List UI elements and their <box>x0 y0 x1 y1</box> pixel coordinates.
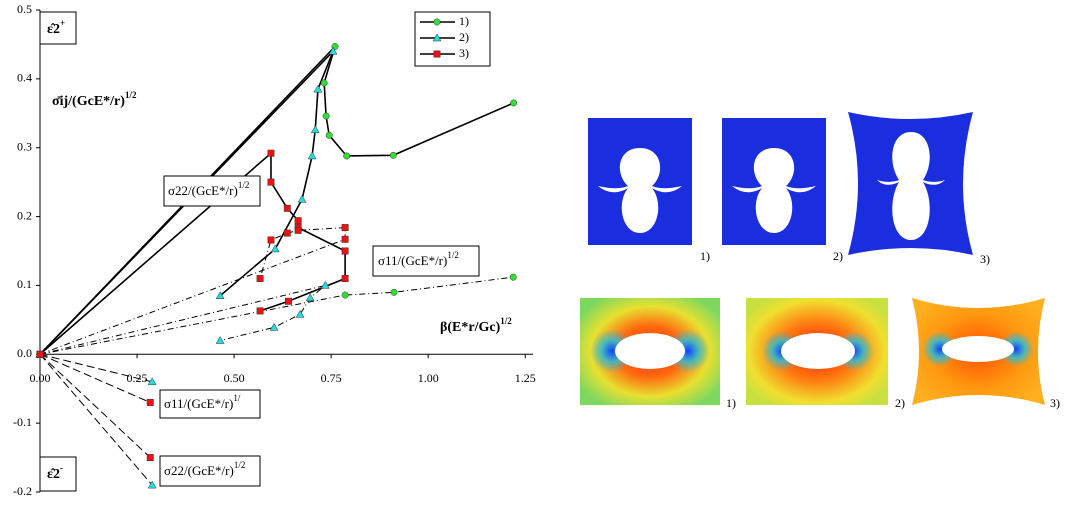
marker <box>257 275 263 281</box>
y-tick-label: 0.0 <box>17 346 32 360</box>
marker <box>391 289 397 295</box>
marker <box>268 150 274 156</box>
annotation-text: β(E*r/Gc) <box>440 320 501 335</box>
panel-label: 1) <box>726 396 736 410</box>
annotation-text: ε̂2 <box>47 467 60 482</box>
legend-box <box>415 12 490 66</box>
marker <box>510 274 516 280</box>
annotation-sup: 1/2 <box>447 250 459 260</box>
marker <box>296 310 304 317</box>
panel-label: 2) <box>833 249 843 263</box>
legend-label: 2) <box>459 30 469 44</box>
marker <box>306 294 314 301</box>
curve <box>40 354 150 457</box>
marker <box>257 308 263 314</box>
x-tick-label: 1.25 <box>515 371 536 385</box>
marker <box>342 236 348 242</box>
marker <box>342 224 348 230</box>
marker <box>342 248 348 254</box>
marker <box>295 227 301 233</box>
annotation-text: ε̂2 <box>47 22 60 37</box>
annotation-sup: 1/2 <box>238 180 250 190</box>
annotation: σ11/(GcE*/r)1/2 <box>378 250 459 268</box>
legend-label: 1) <box>459 14 469 28</box>
hole <box>942 336 1014 362</box>
curve <box>40 46 514 354</box>
hole <box>615 333 685 369</box>
annotation-sup: 1/2 <box>125 90 137 100</box>
annotation-text: σ̄ij/(GcE*/r) <box>52 94 125 109</box>
annotation-text: σ22/(GcE*/r) <box>168 183 238 198</box>
marker <box>308 152 316 159</box>
y-tick-label: 0.4 <box>17 71 32 85</box>
marker <box>434 19 440 25</box>
marker <box>510 100 516 106</box>
marker <box>37 351 43 357</box>
y-tick-label: 0.2 <box>17 208 32 222</box>
panel-label: 2) <box>895 396 905 410</box>
hole <box>781 333 855 369</box>
marker <box>311 126 319 133</box>
x-tick-label: 0.50 <box>224 371 245 385</box>
x-tick-label: 0.75 <box>321 371 342 385</box>
x-tick-label: 0.00 <box>30 371 51 385</box>
figure: 1) 2) 3) 1) 2) 3) -0.2 -0.1 0.0 0.1 0.2 0.3 0.… <box>0 0 1065 505</box>
marker <box>270 323 278 330</box>
marker <box>323 113 329 119</box>
marker <box>326 132 332 138</box>
y-tick-label: 0.3 <box>17 139 32 153</box>
curve <box>40 228 345 355</box>
y-tick-label: 0.1 <box>17 277 32 291</box>
marker <box>271 245 279 252</box>
annotation-text: σ11/(GcE*/r) <box>378 253 447 268</box>
marker <box>216 337 224 344</box>
marker <box>285 298 291 304</box>
annotation-sup: 1/ <box>233 393 241 403</box>
marker <box>343 153 349 159</box>
annotation: σ22/(GcE*/r)1/2 <box>164 460 245 478</box>
marker <box>342 292 348 298</box>
panel-label: 3) <box>980 252 990 266</box>
annotation: σ11/(GcE*/r)1/ <box>164 393 241 411</box>
marker <box>314 85 322 92</box>
marker <box>147 454 153 460</box>
annotation-text: σ11/(GcE*/r) <box>164 396 233 411</box>
bottom-images <box>580 298 1045 405</box>
marker <box>434 51 440 57</box>
annotation: β(E*r/Gc)1/2 <box>440 316 512 335</box>
marker <box>390 152 396 158</box>
marker <box>298 195 306 202</box>
curve <box>40 285 325 354</box>
marker <box>268 179 274 185</box>
y-tick-label: -0.1 <box>13 415 32 429</box>
annotation-sup: - <box>60 463 63 473</box>
x-tick-label: 1.00 <box>418 371 439 385</box>
marker <box>321 80 327 86</box>
marker <box>268 237 274 243</box>
annotation-sup: + <box>60 18 65 28</box>
marker <box>295 218 301 224</box>
curve <box>40 277 513 354</box>
curve <box>40 354 152 382</box>
annotation-text: σ22/(GcE*/r) <box>164 463 234 478</box>
annotation-sup: 1/2 <box>500 316 512 326</box>
panel-label: 3) <box>1050 396 1060 410</box>
y-tick-label: 0.5 <box>17 2 32 16</box>
legend-label: 3) <box>459 46 469 60</box>
marker <box>342 275 348 281</box>
y-tick-label: -0.2 <box>13 484 32 498</box>
marker <box>147 399 153 405</box>
marker <box>284 205 290 211</box>
top-images <box>588 112 973 255</box>
annotation-sup: 1/2 <box>234 460 246 470</box>
marker <box>284 230 290 236</box>
annotation: σ22/(GcE*/r)1/2 <box>168 180 249 198</box>
annotation: σ̄ij/(GcE*/r)1/2 <box>52 90 137 109</box>
panel-label: 1) <box>700 249 710 263</box>
